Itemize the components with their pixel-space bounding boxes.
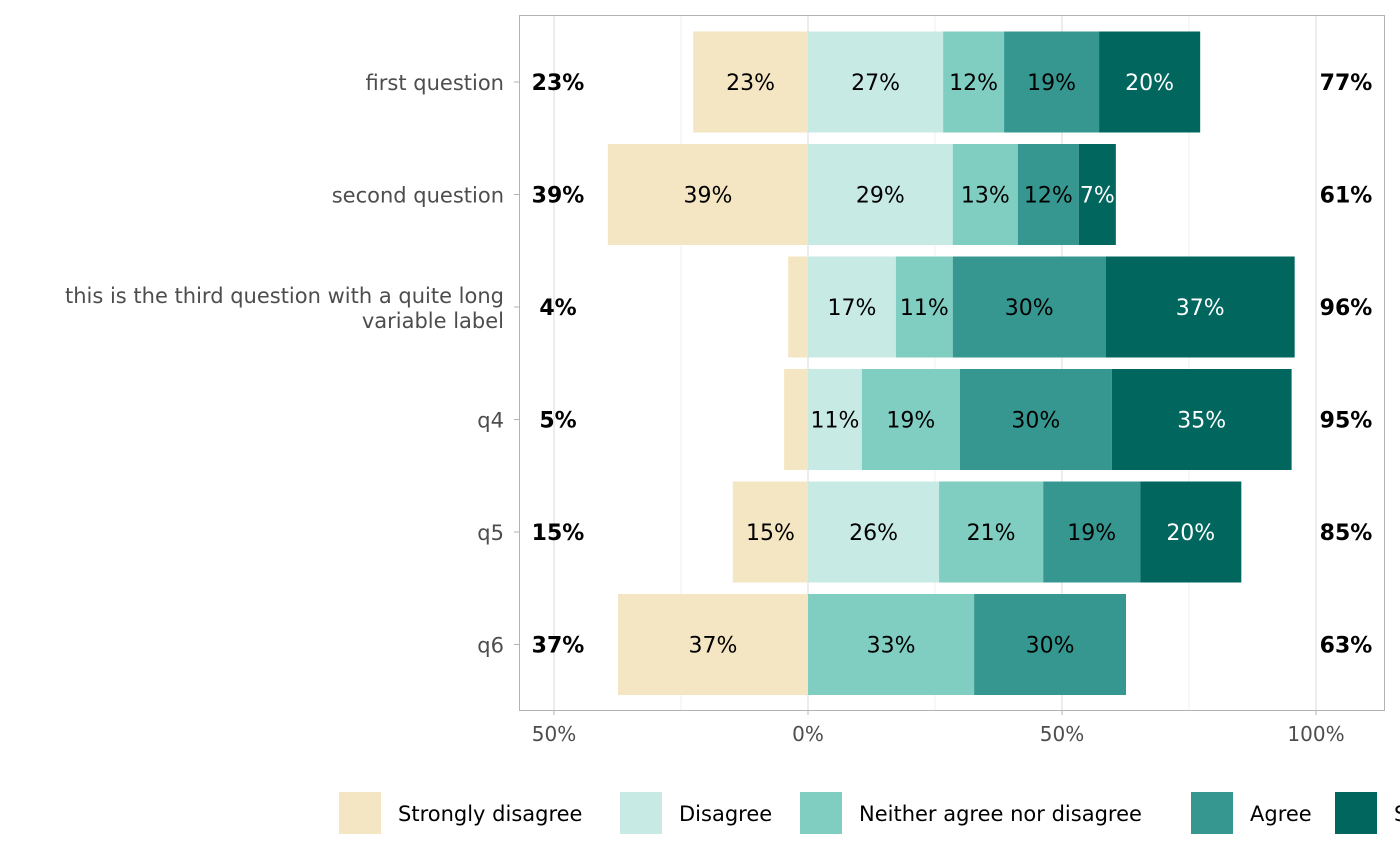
bar-label: 13% xyxy=(961,184,1010,209)
bar-segment xyxy=(1017,144,1079,245)
legend-swatch xyxy=(339,792,381,834)
y-axis-label: q4 xyxy=(477,409,504,433)
legend-label: Strongly disagree xyxy=(398,802,582,826)
bar-segment xyxy=(861,369,960,470)
bar-segment xyxy=(607,144,808,245)
bar-segment xyxy=(1099,31,1201,133)
left-total: 5% xyxy=(539,409,576,434)
right-total: 77% xyxy=(1320,71,1373,96)
bar-label: 12% xyxy=(949,71,998,96)
y-axis-label: q5 xyxy=(477,521,504,545)
bar-label: 19% xyxy=(1067,521,1116,546)
bar-label: 15% xyxy=(746,521,795,546)
bar-label: 37% xyxy=(1176,296,1225,321)
y-axis-label: first question xyxy=(366,71,504,95)
x-axis-ticks: 50% 0% 50% 100% xyxy=(532,710,1345,746)
x-tick-label: 100% xyxy=(1287,722,1344,746)
bar-segment xyxy=(895,256,953,358)
y-axis-label: this is the third question with a quite … xyxy=(65,284,504,333)
bar-segment xyxy=(693,31,808,133)
left-total: 37% xyxy=(532,634,585,659)
bar-label: 7% xyxy=(1080,184,1115,209)
bar-segment xyxy=(808,144,953,245)
bar-label: 12% xyxy=(1024,184,1073,209)
bar-label: 33% xyxy=(867,634,916,659)
bar-segment xyxy=(784,369,808,470)
bar-label: 26% xyxy=(849,521,898,546)
panel-border xyxy=(519,15,1385,711)
legend: Strongly disagree Disagree Neither agree n… xyxy=(339,792,1400,834)
bar-segment xyxy=(1043,481,1141,583)
bar-segment xyxy=(618,594,808,695)
legend-swatch xyxy=(800,792,842,834)
right-total: 95% xyxy=(1320,409,1373,434)
bar-segment xyxy=(808,369,862,470)
bar-segment xyxy=(732,481,808,583)
right-total: 63% xyxy=(1320,634,1373,659)
bar-label: 11% xyxy=(810,409,859,434)
bar-label: 20% xyxy=(1166,521,1215,546)
bar-label: 27% xyxy=(851,71,900,96)
right-total: 61% xyxy=(1320,184,1373,209)
bar-segment xyxy=(1111,369,1292,470)
bar-label: 39% xyxy=(683,184,732,209)
bar-segment xyxy=(1105,256,1295,358)
legend-swatch xyxy=(1191,792,1233,834)
bar-label: 21% xyxy=(967,521,1016,546)
bar-label: 30% xyxy=(1026,634,1075,659)
bar-label: 11% xyxy=(900,296,949,321)
bar-label: 35% xyxy=(1177,409,1226,434)
left-total: 4% xyxy=(539,296,576,321)
right-total: 85% xyxy=(1320,521,1373,546)
bar-label: 30% xyxy=(1005,296,1054,321)
bar-label: 23% xyxy=(726,71,775,96)
bar-label: 19% xyxy=(1027,71,1076,96)
bar-label: 30% xyxy=(1011,409,1060,434)
bar-segment xyxy=(952,256,1106,358)
bar-segment xyxy=(939,481,1044,583)
bar-segment xyxy=(788,256,808,358)
x-tick-label: 0% xyxy=(792,722,824,746)
y-axis-label: q6 xyxy=(477,634,504,658)
left-total: 15% xyxy=(532,521,585,546)
left-total: 23% xyxy=(532,71,585,96)
bar-segment xyxy=(952,144,1018,245)
bar-segment xyxy=(959,369,1112,470)
bar-segment xyxy=(808,594,975,695)
bar-segment xyxy=(808,256,896,358)
legend-label: Disagree xyxy=(679,802,772,826)
bar-segment xyxy=(808,481,940,583)
totals: 23% 39% 4% 5% 15% 37% 77% 61% 96% 95% 85% 63% xyxy=(532,71,1373,659)
x-tick-label: 50% xyxy=(1040,722,1084,746)
legend-label: Neither agree nor disagree xyxy=(859,802,1142,826)
bar-segment xyxy=(974,594,1127,695)
left-total: 39% xyxy=(532,184,585,209)
y-axis-label: second question xyxy=(332,184,504,208)
bar-label: 19% xyxy=(886,409,935,434)
bar-segment xyxy=(808,31,944,133)
bar-segment xyxy=(1078,144,1116,245)
legend-swatch xyxy=(1335,792,1377,834)
right-total: 96% xyxy=(1320,296,1373,321)
bar-label: 37% xyxy=(689,634,738,659)
legend-label: Agree xyxy=(1250,802,1312,826)
legend-swatch xyxy=(620,792,662,834)
legend-label: Strongly agree xyxy=(1394,802,1400,826)
bar-label: 29% xyxy=(856,184,905,209)
bar-label: 17% xyxy=(827,296,876,321)
bar-segment xyxy=(943,31,1005,133)
y-axis-labels: first question second question this is the… xyxy=(65,71,519,658)
bar-segment xyxy=(1004,31,1100,133)
bar-segment xyxy=(1140,481,1242,583)
x-tick-label: 50% xyxy=(532,722,576,746)
bar-label: 20% xyxy=(1125,71,1174,96)
bars: 23% 27% 12% 19% 20% 39% 29% 13% 12% 7% 17% 11% 30% 37… xyxy=(607,31,1295,695)
